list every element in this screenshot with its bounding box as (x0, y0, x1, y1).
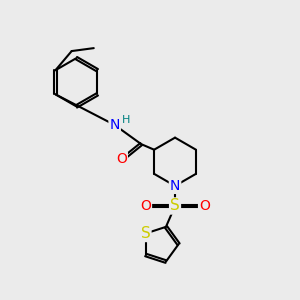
Text: N: N (170, 179, 180, 193)
Text: S: S (141, 226, 150, 241)
Text: O: O (199, 199, 210, 213)
Text: S: S (170, 198, 180, 213)
Text: N: N (110, 118, 120, 132)
Text: H: H (122, 115, 130, 125)
Text: O: O (140, 199, 151, 213)
Text: O: O (116, 152, 127, 167)
